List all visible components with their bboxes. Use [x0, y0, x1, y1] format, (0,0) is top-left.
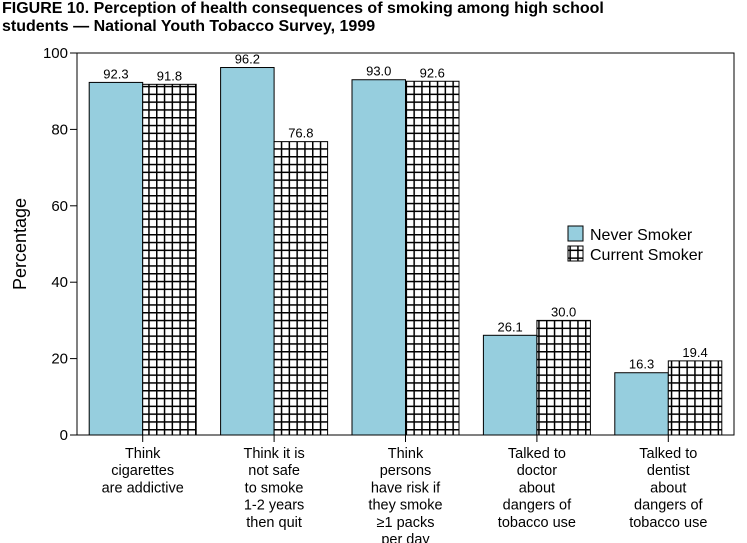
value-label-current-smoker: 30.0 [551, 304, 576, 319]
x-category-label-line: to smoke [245, 480, 304, 496]
chart-legend: Never Smoker Current Smoker [567, 225, 704, 264]
x-category-label: Talked to dentist about dangers of tobacco u… [629, 446, 707, 531]
x-category-label-line: doctor [517, 463, 557, 479]
x-category-label-line: dangers of [634, 498, 703, 514]
figure-title-line-2: students — National Youth Tobacco Survey… [2, 18, 376, 35]
x-category-label-line: Think [125, 446, 161, 462]
x-category-label-line: not safe [248, 463, 300, 479]
x-category-label-line: tobacco use [498, 515, 576, 531]
x-category-label-line: dentist [647, 463, 690, 479]
bar-current-smoker [405, 80, 460, 436]
x-category-label-line: about [519, 480, 555, 496]
y-tick-label: 20 [51, 351, 68, 368]
x-category-label-line: per day [381, 532, 430, 543]
x-category-label-line: tobacco use [629, 515, 707, 531]
chart-bars [88, 67, 723, 436]
bar-current-smoker [142, 83, 197, 436]
x-category-label-line: Think it is [243, 446, 304, 462]
legend-current-smoker-label: Current Smoker [590, 247, 704, 264]
y-tick-label: 40 [51, 274, 68, 291]
value-label-never-smoker: 93.0 [366, 64, 391, 79]
figure-title-line-1: FIGURE 10. Perception of health conseque… [2, 0, 604, 17]
x-category-label-line: about [650, 480, 686, 496]
legend-never-smoker-label: Never Smoker [590, 227, 693, 244]
x-category-label-line: Think [388, 446, 424, 462]
x-category-label: Think it is not safe to smoke 1-2 years then… [243, 446, 304, 531]
bar-never-smoker [351, 79, 406, 436]
legend-never-smoker-swatch [567, 225, 584, 242]
x-category-label-line: they smoke [368, 498, 442, 514]
x-category-label-line: dangers of [503, 498, 572, 514]
bar-never-smoker [88, 81, 144, 436]
x-category-label-line: have risk if [371, 480, 441, 496]
value-label-never-smoker: 16.3 [629, 357, 654, 372]
value-label-current-smoker: 91.8 [157, 68, 182, 83]
y-axis-label: Percentage [10, 198, 30, 290]
figure-title: FIGURE 10. Perception of health conseque… [2, 0, 747, 36]
x-category-label-line: ≥1 packs [377, 515, 435, 531]
x-category-label-line: are addictive [102, 480, 184, 496]
value-label-current-smoker: 19.4 [682, 345, 707, 360]
bar-current-smoker [273, 141, 329, 436]
chart-labels: 92.3 91.8 96.2 76.8 93.0 92.6 26.1 30.0 16.3 19.4 [103, 52, 707, 372]
x-category-label: Talked to doctor about dangers of tobacco us… [498, 446, 576, 531]
value-label-never-smoker: 92.3 [103, 66, 128, 81]
y-tick-label: 100 [43, 45, 68, 62]
legend-current-smoker-swatch [567, 245, 584, 262]
x-category-label-line: persons [380, 463, 432, 479]
x-category-label-line: Talked to [508, 446, 566, 462]
bar-never-smoker [482, 334, 538, 436]
bar-never-smoker [614, 372, 669, 436]
x-category-label-line: 1-2 years [244, 498, 304, 514]
value-label-never-smoker: 96.2 [235, 52, 260, 67]
x-category-label: Think persons have risk if they smoke ≥1 pac… [368, 446, 442, 543]
value-label-current-smoker: 92.6 [420, 65, 445, 80]
bar-current-smoker [667, 360, 723, 436]
x-category-label-line: cigarettes [111, 463, 174, 479]
x-category-label: Think cigarettes are addictive [102, 446, 184, 496]
x-category-label-line: then quit [246, 515, 302, 531]
bar-current-smoker [536, 319, 591, 436]
y-tick-label: 0 [60, 427, 68, 444]
value-label-current-smoker: 76.8 [288, 126, 313, 141]
y-tick-label: 80 [51, 121, 68, 138]
y-tick-label: 60 [51, 198, 68, 215]
value-label-never-smoker: 26.1 [497, 319, 522, 334]
x-category-label-line: Talked to [639, 446, 697, 462]
bar-never-smoker [220, 67, 275, 436]
